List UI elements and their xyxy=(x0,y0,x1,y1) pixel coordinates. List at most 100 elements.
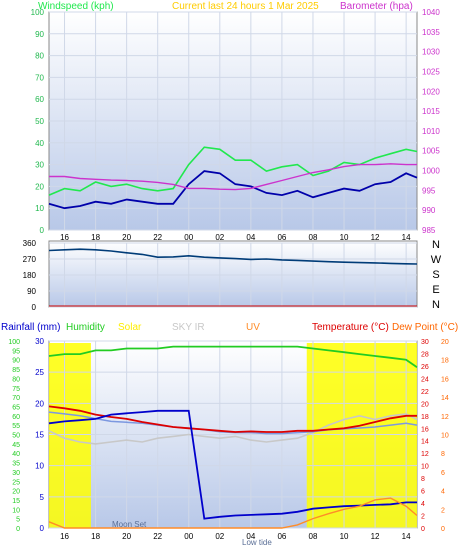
temperature-tick-label: 10 xyxy=(421,464,429,471)
env-legend: Rainfall (mm) Humidity Solar SKY IR UV T… xyxy=(1,322,458,333)
rain-tick-label: 15 xyxy=(35,431,44,440)
dewpoint-tick-label: 6 xyxy=(441,470,445,477)
legend-temperature: Temperature (°C) xyxy=(312,322,389,333)
temperature-tick-label: 30 xyxy=(421,339,429,346)
humidity-tick-label: 95 xyxy=(12,348,20,355)
humidity-tick-label: 5 xyxy=(16,517,20,524)
legend-dewpoint: Dew Point (°C) xyxy=(392,322,458,333)
humidity-tick-label: 50 xyxy=(12,433,20,440)
wind-x-tick-label: 14 xyxy=(402,233,411,242)
humidity-tick-label: 75 xyxy=(12,386,20,393)
humidity-tick-label: 45 xyxy=(12,442,20,449)
windspeed-axis-title: Windspeed (kph) xyxy=(38,1,114,12)
dewpoint-tick-label: 14 xyxy=(441,395,449,402)
direction-gridlines xyxy=(49,242,417,308)
humidity-tick-label: 15 xyxy=(12,498,20,505)
wind-x-tick-label: 10 xyxy=(340,233,349,242)
wind-x-tick-label: 12 xyxy=(371,233,380,242)
humidity-tick-label: 70 xyxy=(12,395,20,402)
direction-line xyxy=(48,248,418,265)
solar-band xyxy=(306,343,417,528)
wind-x-tick-label: 04 xyxy=(246,233,255,242)
rain-tick-label: 0 xyxy=(40,524,45,533)
env-panel: 0510152025303540455055606570758085909510… xyxy=(8,337,449,547)
temperature-line xyxy=(48,405,417,433)
barometer-tick-label: 1025 xyxy=(422,67,440,76)
rain-tick-label: 25 xyxy=(35,368,44,377)
rain-tick-label: 10 xyxy=(35,462,44,471)
windspeed-tick-label: 60 xyxy=(35,95,44,104)
windspeed-tick-label: 0 xyxy=(40,226,45,235)
dewpoint-tick-labels: 0 2 4 6 8 10 12 14 16 18 20 xyxy=(441,339,449,533)
wind-x-tick-label: 08 xyxy=(309,233,318,242)
sky-ir-line xyxy=(48,413,418,445)
legend-solar: Solar xyxy=(118,322,142,333)
temperature-tick-label: 4 xyxy=(421,501,425,508)
direction-tick-label: 180 xyxy=(23,271,37,280)
legend-sky-ir: SKY IR xyxy=(172,322,205,333)
temperature-tick-label: 12 xyxy=(421,451,429,458)
humidity-tick-label: 20 xyxy=(12,489,20,496)
barometer-tick-label: 985 xyxy=(422,226,436,235)
humidity-tick-label: 65 xyxy=(12,404,20,411)
windspeed-tick-label: 40 xyxy=(35,139,44,148)
direction-tick-label: 90 xyxy=(27,287,36,296)
env-series xyxy=(48,345,418,529)
wind-x-tick-label: 06 xyxy=(277,233,286,242)
env-x-tick-label: 06 xyxy=(277,532,286,541)
windspeed-tick-label: 20 xyxy=(35,182,44,191)
temperature-tick-label: 26 xyxy=(421,364,429,371)
rain-tick-label: 20 xyxy=(35,399,44,408)
windspeed-tick-label: 100 xyxy=(31,8,45,17)
low-tide-annotation: Low tide xyxy=(242,538,272,547)
barometer-tick-label: 995 xyxy=(422,186,436,195)
dewpoint-tick-label: 0 xyxy=(441,526,445,533)
compass-label: N xyxy=(432,239,440,251)
humidity-tick-label: 80 xyxy=(12,376,20,383)
wind-gridlines xyxy=(49,11,417,231)
wind-x-tick-label: 16 xyxy=(60,233,69,242)
uv-line xyxy=(48,497,418,529)
direction-tick-labels: 0 90 180 270 360 xyxy=(23,239,37,312)
env-x-tick-label: 10 xyxy=(340,532,349,541)
moon-set-annotation: Moon Set xyxy=(112,520,147,529)
humidity-line xyxy=(48,345,418,368)
humidity-tick-label: 0 xyxy=(16,526,20,533)
temperature-tick-label: 6 xyxy=(421,489,425,496)
direction-tick-label: 360 xyxy=(23,239,37,248)
env-x-tick-label: 02 xyxy=(215,532,224,541)
humidity-tick-label: 55 xyxy=(12,423,20,430)
barometer-tick-label: 1040 xyxy=(422,8,440,17)
windspeed-tick-label: 80 xyxy=(35,52,44,61)
solar-band xyxy=(49,343,91,528)
humidity-tick-label: 85 xyxy=(12,367,20,374)
dewpoint-tick-label: 20 xyxy=(441,339,449,346)
direction-tick-label: 270 xyxy=(23,255,37,264)
wind-avg-line xyxy=(48,170,418,210)
env-x-tick-label: 12 xyxy=(371,532,380,541)
env-x-tick-label: 20 xyxy=(122,532,131,541)
temperature-tick-label: 20 xyxy=(421,401,429,408)
direction-series xyxy=(48,248,418,307)
temperature-tick-label: 14 xyxy=(421,439,429,446)
humidity-tick-label: 30 xyxy=(12,470,20,477)
barometer-tick-label: 1020 xyxy=(422,87,440,96)
barometer-tick-label: 1035 xyxy=(422,28,440,37)
temperature-tick-label: 8 xyxy=(421,476,425,483)
env-x-tick-label: 00 xyxy=(184,532,193,541)
temperature-tick-label: 2 xyxy=(421,514,425,521)
windspeed-tick-label: 70 xyxy=(35,73,44,82)
humidity-tick-label: 35 xyxy=(12,461,20,468)
rain-tick-label: 5 xyxy=(40,493,45,502)
wind-x-tick-labels: 16 18 20 22 00 02 04 06 08 10 12 14 xyxy=(60,233,411,242)
temperature-tick-label: 22 xyxy=(421,389,429,396)
barometer-tick-labels: 985 990 995 1000 1005 1010 1015 1020 1025 1030 103… xyxy=(422,8,440,235)
env-x-tick-label: 16 xyxy=(60,532,69,541)
humidity-tick-label: 10 xyxy=(12,507,20,514)
dewpoint-tick-label: 16 xyxy=(441,376,449,383)
dewpoint-tick-label: 2 xyxy=(441,507,445,514)
env-x-tick-label: 08 xyxy=(309,532,318,541)
